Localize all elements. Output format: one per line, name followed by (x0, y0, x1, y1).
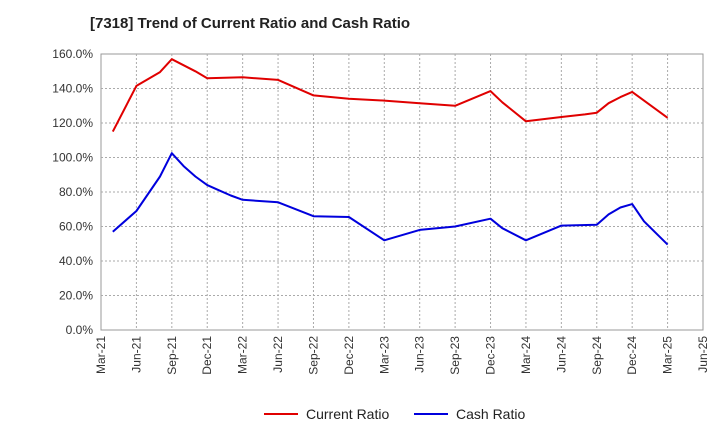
axis-layer: 0.0% 20.0% 40.0% 60.0% 80.0% 100.0% 120.0% 140.… (52, 47, 710, 375)
x-tick-label: Sep-24 (590, 336, 604, 375)
x-tick-label: Sep-21 (165, 336, 179, 375)
grid-layer (100, 53, 704, 331)
x-tick-label: Mar-21 (94, 336, 108, 374)
x-tick-label: Jun-24 (554, 336, 568, 373)
y-tick-label: 120.0% (52, 116, 93, 130)
x-tick-label: Sep-23 (448, 336, 462, 375)
x-tick-label: Mar-22 (236, 336, 250, 374)
series-line-cash-ratio (112, 152, 669, 246)
series-line-current-ratio (111, 58, 669, 133)
legend-label-current-ratio: Current Ratio (306, 406, 389, 422)
legend-label-cash-ratio: Cash Ratio (456, 406, 525, 422)
y-tick-label: 0.0% (66, 323, 94, 337)
y-tick-label: 60.0% (59, 220, 93, 234)
x-tick-label: Jun-25 (696, 336, 710, 373)
y-tick-label: 40.0% (59, 254, 93, 268)
series-layer (111, 58, 669, 246)
x-tick-label: Mar-25 (661, 336, 675, 374)
x-tick-label: Jun-21 (129, 336, 143, 373)
x-tick-label: Dec-24 (625, 336, 639, 375)
x-tick-label: Jun-22 (271, 336, 285, 373)
x-tick-label: Mar-24 (519, 336, 533, 374)
y-tick-label: 80.0% (59, 185, 93, 199)
legend: Current Ratio Cash Ratio (264, 406, 525, 422)
x-tick-label: Dec-21 (200, 336, 214, 375)
x-tick-label: Dec-23 (484, 336, 498, 375)
x-tick-label: Dec-22 (342, 336, 356, 375)
y-tick-label: 140.0% (52, 82, 93, 96)
y-tick-label: 20.0% (59, 289, 93, 303)
x-tick-label: Sep-22 (306, 336, 320, 375)
y-tick-label: 160.0% (52, 47, 93, 61)
chart-title: [7318] Trend of Current Ratio and Cash R… (90, 15, 411, 32)
x-tick-label: Jun-23 (413, 336, 427, 373)
y-tick-label: 100.0% (52, 151, 93, 165)
x-tick-label: Mar-23 (377, 336, 391, 374)
